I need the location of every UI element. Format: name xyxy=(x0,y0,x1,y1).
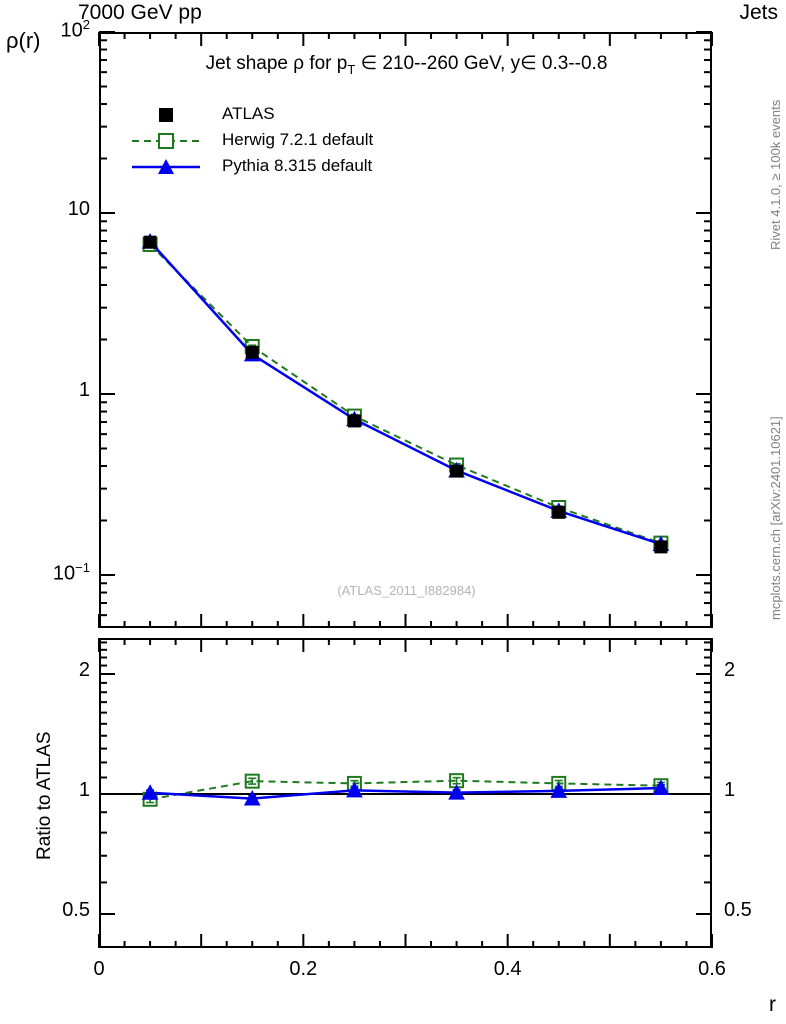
rivet-version-sidetext: Rivet 4.1.0, ≥ 100k events xyxy=(768,99,783,250)
series-line-herwig xyxy=(149,243,662,545)
marker-filled-square xyxy=(450,464,464,478)
header-analysis-label: Jets xyxy=(739,1,778,24)
marker-filled-triangle xyxy=(652,779,670,796)
y-tick-label-ratio-right: 0.5 xyxy=(724,899,752,921)
plot-title: Jet shape ρ for pT ∈ 210--260 GeV, y∈ 0.… xyxy=(100,52,713,77)
x-tick-label: 0.2 xyxy=(289,958,318,980)
y-tick-label-main: 1 xyxy=(78,379,90,401)
marker-filled-square xyxy=(552,505,566,519)
ratio-y-axis-label: Ratio to ATLAS xyxy=(34,731,55,861)
plot-title-subscript: T xyxy=(347,62,356,77)
x-tick-label: 0.6 xyxy=(698,958,726,980)
y-tick-label-ratio-left: 1 xyxy=(78,779,90,801)
legend-key-graphic xyxy=(132,133,200,149)
marker-filled-triangle xyxy=(243,790,261,806)
y-tick-label-ratio-right: 2 xyxy=(724,659,736,681)
marker-filled-triangle xyxy=(550,782,568,798)
legend-marker-filled-triangle xyxy=(158,159,174,174)
y-tick-label-ratio-left: 0.5 xyxy=(62,899,90,921)
marker-filled-square xyxy=(245,345,259,359)
x-tick-label: 0 xyxy=(93,958,105,980)
y-tick-label-main: 10 xyxy=(67,198,90,220)
x-tick-label: 0.4 xyxy=(493,958,522,980)
legend-key-open-square xyxy=(118,129,214,153)
legend-marker-filled-square xyxy=(159,108,173,122)
y-tick-label-main: 10−1 xyxy=(52,560,90,585)
marker-open-square xyxy=(244,773,260,789)
plot-title-post: ∈ 210--260 GeV, y∈ 0.3--0.8 xyxy=(355,53,608,74)
y-tick-label-main: 102 xyxy=(60,17,90,42)
plot-title-pre: Jet shape ρ for p xyxy=(205,53,348,74)
marker-filled-triangle xyxy=(346,781,363,798)
marker-filled-square xyxy=(654,540,668,554)
y-axis-label-main: ρ(r) xyxy=(6,28,41,53)
analysis-id-watermark: (ATLAS_2011_I882984) xyxy=(337,583,476,598)
y-tick-label-ratio-left: 2 xyxy=(78,659,90,681)
marker-filled-triangle xyxy=(448,784,465,800)
legend-label: ATLAS xyxy=(222,104,275,123)
legend-key-filled-square xyxy=(118,103,214,127)
legend-key-graphic xyxy=(159,108,173,122)
mcplots-sidetext: mcplots.cern.ch [arXiv:2401.10621] xyxy=(768,416,783,620)
marker-filled-square xyxy=(347,414,361,428)
header-beam-label: 7000 GeV pp xyxy=(78,1,202,24)
legend-marker-open-square xyxy=(158,133,174,149)
legend-key-filled-triangle xyxy=(118,155,214,179)
x-axis-label: r xyxy=(769,993,776,1016)
legend-label: Herwig 7.2.1 default xyxy=(222,130,374,149)
legend-label: Pythia 8.315 default xyxy=(222,156,373,175)
legend-key-graphic xyxy=(132,159,200,174)
series-line-pythia xyxy=(149,240,662,546)
series-line-herwig xyxy=(149,779,661,801)
marker-filled-square xyxy=(143,235,157,249)
y-tick-label-ratio-right: 1 xyxy=(724,779,736,801)
series-line-pythia xyxy=(150,786,661,800)
marker-filled-triangle xyxy=(141,784,159,800)
